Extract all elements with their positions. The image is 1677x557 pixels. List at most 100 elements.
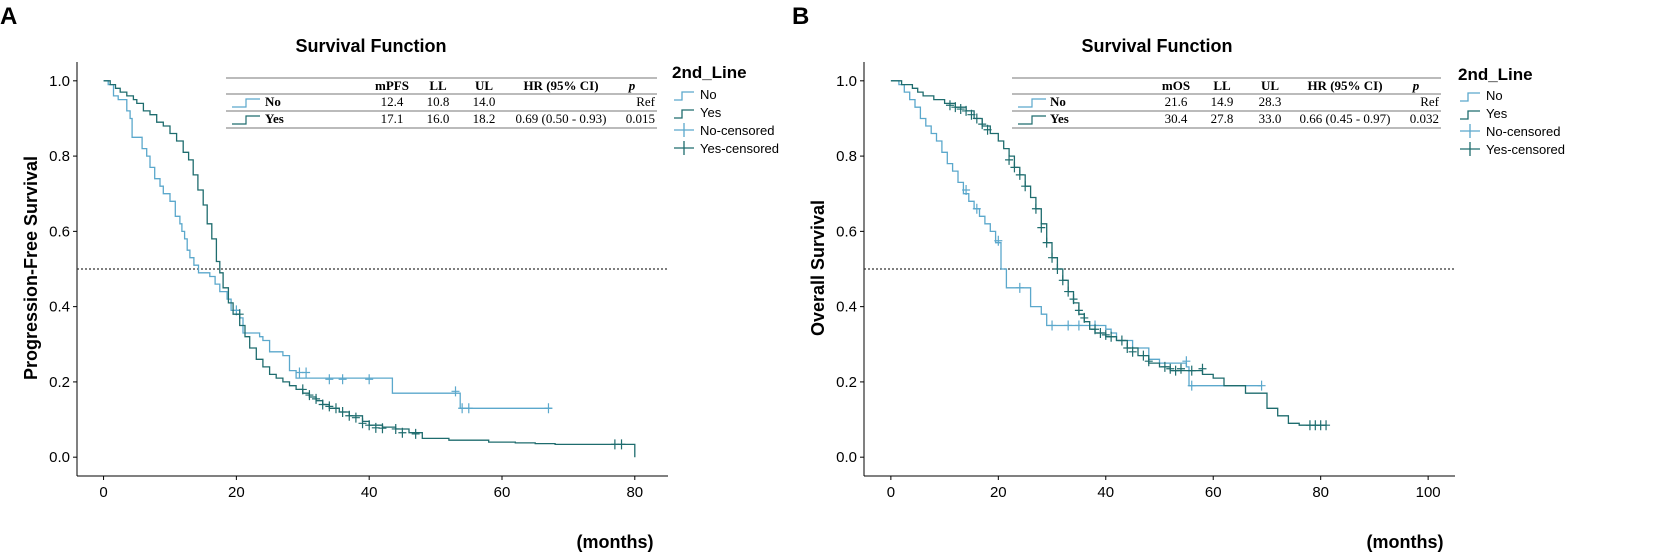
legend-entry-yes: Yes bbox=[1486, 106, 1508, 121]
censor-mark-yes bbox=[1144, 356, 1153, 367]
x-tick-label: 40 bbox=[361, 484, 378, 501]
survival-curve-yes bbox=[890, 80, 1327, 426]
censor-mark-yes bbox=[1069, 294, 1078, 305]
censor-mark-yes bbox=[617, 439, 626, 450]
censor-mark-yes bbox=[345, 410, 354, 421]
censor-mark-yes bbox=[1187, 365, 1196, 376]
y-axis-label-a: Progression-Free Survival bbox=[21, 156, 41, 380]
y-tick-label: 0.4 bbox=[49, 299, 70, 316]
censor-mark-yes bbox=[305, 390, 314, 401]
chart-title-b: Survival Function bbox=[1081, 36, 1232, 56]
y-tick-label: 0.8 bbox=[49, 148, 70, 165]
x-axis-label-a: (months) bbox=[577, 532, 654, 552]
y-tick-label: 0.8 bbox=[836, 148, 857, 165]
survival-curve-no bbox=[103, 80, 552, 409]
censor-mark-no bbox=[338, 374, 347, 385]
legend-swatch-no-censored bbox=[674, 123, 694, 137]
table-header-p: p bbox=[1412, 78, 1420, 93]
table-row-no-ul: 28.3 bbox=[1259, 94, 1282, 109]
censor-mark-no bbox=[1187, 380, 1196, 391]
censor-mark-yes bbox=[1010, 162, 1019, 173]
y-tick-label: 0.6 bbox=[836, 223, 857, 240]
table-header-median: mPFS bbox=[375, 78, 409, 93]
legend-swatch-no-censored bbox=[1460, 124, 1480, 138]
censor-mark-yes bbox=[967, 109, 976, 120]
censor-mark-yes bbox=[1080, 312, 1089, 323]
x-tick-label: 80 bbox=[626, 484, 643, 501]
censor-mark-yes bbox=[1198, 363, 1207, 374]
censor-mark-yes bbox=[1042, 237, 1051, 248]
x-axis-label-b: (months) bbox=[1367, 532, 1444, 552]
table-row-no-ul: 14.0 bbox=[473, 94, 496, 109]
censor-mark-yes bbox=[1160, 361, 1169, 372]
legend-swatch-no bbox=[674, 91, 694, 101]
censor-mark-no bbox=[994, 235, 1003, 246]
censor-mark-yes bbox=[1015, 169, 1024, 180]
censor-mark-no bbox=[451, 386, 460, 397]
legend-a: 2nd_Line No Yes No-censored Yes-censored bbox=[672, 63, 779, 156]
table-row-no-p: Ref bbox=[636, 94, 655, 109]
censor-mark-yes bbox=[1322, 420, 1331, 431]
legend-entry-no: No bbox=[1486, 88, 1503, 103]
x-tick-label: 80 bbox=[1312, 484, 1329, 501]
x-tick-label: 0 bbox=[99, 484, 107, 501]
censor-mark-yes bbox=[1117, 335, 1126, 346]
censor-mark-yes bbox=[1005, 154, 1014, 165]
censor-mark-yes bbox=[962, 105, 971, 116]
table-header-ul: UL bbox=[475, 78, 493, 93]
table-row-yes-hr: 0.66 (0.45 - 0.97) bbox=[1300, 111, 1391, 126]
censor-mark-no bbox=[1074, 320, 1083, 331]
censor-mark-no bbox=[962, 184, 971, 195]
censor-mark-yes bbox=[1058, 275, 1067, 286]
table-row-yes-hr: 0.69 (0.50 - 0.93) bbox=[516, 111, 607, 126]
table-row-no-label: No bbox=[265, 94, 281, 109]
censor-mark-yes bbox=[1053, 264, 1062, 274]
censor-mark-yes bbox=[972, 113, 981, 124]
table-header-ll: LL bbox=[429, 78, 447, 93]
legend-swatch-yes-censored bbox=[1460, 142, 1480, 156]
table-swatch-no bbox=[232, 98, 260, 108]
table-row-yes-ll: 27.8 bbox=[1211, 111, 1234, 126]
x-tick-label: 0 bbox=[887, 484, 895, 501]
legend-swatch-yes bbox=[674, 109, 694, 119]
table-swatch-yes bbox=[1018, 115, 1046, 125]
table-header-p: p bbox=[628, 78, 636, 93]
censor-mark-no bbox=[464, 403, 473, 414]
table-row-yes-median: 30.4 bbox=[1165, 111, 1188, 126]
censor-mark-yes bbox=[1037, 222, 1046, 233]
censor-mark-yes bbox=[358, 418, 367, 429]
censor-mark-yes bbox=[331, 403, 340, 414]
censor-mark-yes bbox=[1107, 331, 1116, 342]
legend-entry-yes-censored: Yes-censored bbox=[700, 141, 779, 156]
legend-entry-yes: Yes bbox=[700, 105, 722, 120]
panel-b: B Survival Function Overall Survival (mo… bbox=[792, 3, 1565, 552]
censor-mark-no bbox=[365, 374, 374, 385]
panel-label-a: A bbox=[0, 3, 17, 30]
censor-mark-no bbox=[1257, 380, 1266, 391]
table-row-no-ll: 14.9 bbox=[1211, 94, 1234, 109]
censor-mark-yes bbox=[1021, 181, 1030, 192]
table-row-no-label: No bbox=[1050, 94, 1066, 109]
censor-mark-yes bbox=[391, 423, 400, 434]
table-row-yes-p: 0.015 bbox=[626, 111, 655, 126]
censor-mark-no bbox=[1048, 320, 1057, 331]
table-row-yes-label: Yes bbox=[265, 111, 284, 126]
censor-mark-yes bbox=[398, 427, 407, 438]
x-tick-label: 60 bbox=[1205, 484, 1222, 501]
censor-mark-yes bbox=[945, 100, 954, 111]
legend-entry-no-censored: No-censored bbox=[1486, 124, 1560, 139]
censor-mark-yes bbox=[378, 423, 387, 434]
y-tick-label: 0.2 bbox=[836, 374, 857, 391]
table-row-yes-ul: 33.0 bbox=[1259, 111, 1282, 126]
table-header-ll: LL bbox=[1213, 78, 1231, 93]
censor-mark-yes bbox=[411, 428, 420, 439]
censor-mark-yes bbox=[1123, 343, 1132, 354]
censor-mark-yes bbox=[951, 102, 960, 113]
censor-mark-yes bbox=[1176, 363, 1185, 374]
censor-mark-yes bbox=[978, 119, 987, 130]
censor-mark-no bbox=[1064, 320, 1073, 331]
censor-mark-no bbox=[1182, 356, 1191, 367]
panel-a: A Survival Function Progression-Free Sur… bbox=[0, 3, 779, 552]
censor-mark-yes bbox=[1128, 346, 1137, 357]
